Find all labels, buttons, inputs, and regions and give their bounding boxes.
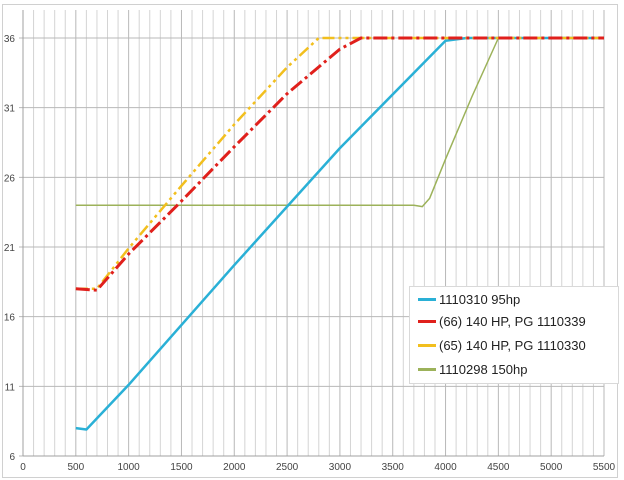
legend-item-66-140hp: (66) 140 HP, PG 1110339 [418, 311, 586, 331]
legend-swatch-line-icon [418, 343, 436, 347]
legend-label: (66) 140 HP, PG 1110339 [439, 313, 586, 329]
y-tick-label: 26 [4, 173, 16, 184]
y-tick-label: 36 [4, 34, 16, 45]
x-tick-label: 1500 [170, 462, 193, 473]
x-tick-label: 5500 [593, 462, 616, 473]
legend-label: 1110298 150hp [439, 361, 528, 377]
legend-swatch-line-icon [418, 297, 436, 301]
legend-item-65-140hp: (65) 140 HP, PG 1110330 [418, 335, 586, 355]
legend-swatch-line-icon [418, 319, 436, 323]
gridlines [19, 10, 605, 457]
data-series [75, 36, 604, 431]
legend-label: (65) 140 HP, PG 1110330 [439, 337, 586, 353]
axes [22, 10, 604, 457]
y-tick-label: 6 [9, 452, 15, 463]
legend-swatch-line-icon [418, 367, 436, 371]
y-axis-tick-labels: 6 11 16 21 26 31 36 [4, 34, 16, 463]
legend-item-150hp: 1110298 150hp [418, 359, 527, 379]
y-tick-label: 21 [4, 243, 16, 254]
x-tick-label: 5000 [540, 462, 563, 473]
chart-legend: 1110310 95hp (66) 140 HP, PG 1110339 (65… [409, 286, 619, 384]
x-axis-tick-labels: 0 500 1000 1500 2000 2500 3000 3500 4000 4500 5000… [20, 462, 615, 473]
series-line [75, 36, 604, 292]
x-tick-label: 3500 [382, 462, 405, 473]
x-tick-label: 4500 [487, 462, 510, 473]
x-tick-label: 0 [20, 462, 26, 473]
x-tick-label: 1000 [118, 462, 141, 473]
legend-item-95hp: 1110310 95hp [418, 289, 520, 309]
series-line [75, 36, 604, 291]
x-tick-label: 2500 [276, 462, 299, 473]
y-tick-label: 11 [5, 382, 16, 393]
series-line [75, 37, 604, 208]
y-tick-label: 31 [4, 104, 16, 115]
x-tick-label: 500 [67, 462, 84, 473]
chart-frame [2, 4, 618, 478]
x-tick-label: 2000 [223, 462, 246, 473]
y-tick-label: 16 [4, 313, 16, 324]
x-tick-label: 3000 [329, 462, 352, 473]
x-tick-label: 4000 [434, 462, 457, 473]
legend-label: 1110310 95hp [439, 291, 521, 307]
